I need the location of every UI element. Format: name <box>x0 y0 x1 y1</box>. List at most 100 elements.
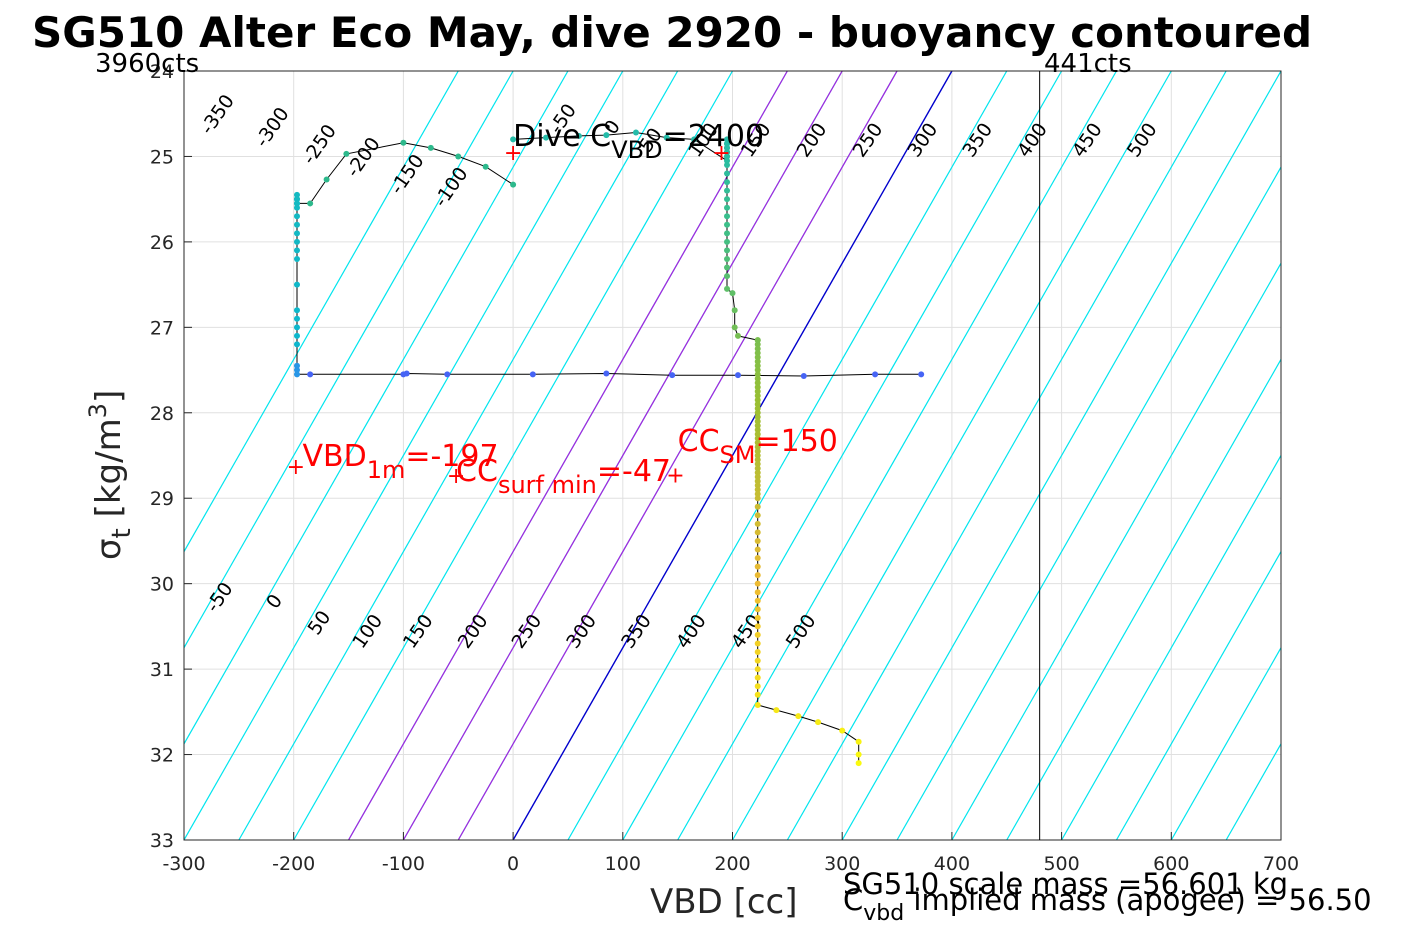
annotation-red: VBD1m=-197 <box>302 439 498 484</box>
contour-line-zero <box>512 71 953 840</box>
climb-series-point <box>754 572 761 579</box>
footer-scale-mass: SG510 scale mass =56.601 kg <box>843 867 1288 901</box>
climb-series-point <box>754 640 761 647</box>
annotation-red-main: CC <box>456 454 498 489</box>
climb-series-point <box>543 134 550 141</box>
plus-marker: + <box>447 464 465 489</box>
x-tick-label: -100 <box>382 853 425 875</box>
counts-left-label: 3960cts <box>95 49 199 79</box>
dive-series-point <box>293 238 300 245</box>
climb-series-point <box>754 691 761 698</box>
contour-line-cyan <box>786 71 1227 840</box>
climb-series-point <box>754 614 761 621</box>
annotation-red: CCsurf min=-47 <box>456 454 671 499</box>
y-tick-label: 27 <box>150 317 174 339</box>
dive-series-point <box>444 371 451 378</box>
climb-series-point <box>754 469 761 476</box>
climb-series-point <box>731 307 738 314</box>
climb-series-point <box>754 401 761 408</box>
climb-series-point <box>754 512 761 519</box>
contour-line-cyan <box>951 262 1281 840</box>
axes: -300 -200 -100 0 100 200 300 400 500 600 700 24 25 26… <box>150 61 1299 875</box>
climb-series-point <box>754 461 761 468</box>
annotation-dive-cvbd-value: =2400 <box>663 119 764 154</box>
annotation-red-value: =150 <box>756 424 838 459</box>
climb-series-point <box>754 426 761 433</box>
footer-implied-mass-sub: vbd <box>863 901 904 926</box>
dive-series-line <box>296 142 922 377</box>
footer-implied-mass-rest: implied mass (apogee) = 56.50 <box>904 883 1371 917</box>
dive-series-point <box>293 213 300 220</box>
climb-series-point <box>724 144 731 151</box>
climb-series-point <box>754 546 761 553</box>
climb-series-point <box>754 379 761 386</box>
dive-series-point <box>293 200 300 207</box>
climb-series-point <box>724 255 731 262</box>
climb-series-point <box>754 563 761 570</box>
contour-line-cyan <box>1280 838 1281 840</box>
contour-line-purple <box>402 71 843 840</box>
climb-series-point <box>754 503 761 510</box>
climb-series-point <box>724 157 731 164</box>
dive-series-point <box>872 371 879 378</box>
climb-series-point <box>724 285 731 292</box>
climb-series-point <box>754 345 761 352</box>
dive-series-point <box>293 255 300 262</box>
y-axis-label-main: σ <box>89 538 129 560</box>
dive-series-point <box>427 144 434 151</box>
plus-marker: + <box>287 455 305 480</box>
climb-series-point <box>754 439 761 446</box>
climb-series-point <box>724 213 731 220</box>
climb-series-point <box>663 134 670 141</box>
dive-series-point <box>293 191 300 198</box>
dive-series-point <box>800 373 807 380</box>
climb-series-point <box>754 392 761 399</box>
climb-series-point <box>754 341 761 348</box>
annotation-red-sub: surf min <box>498 471 597 499</box>
dive-series-point <box>669 372 676 379</box>
climb-series-point <box>754 478 761 485</box>
x-tick-label: 300 <box>824 853 860 875</box>
y-tick-label: 25 <box>150 146 174 168</box>
dive-series-point <box>293 281 300 288</box>
climb-series-point <box>754 337 761 344</box>
climb-series-point <box>754 448 761 455</box>
plus-marker: + <box>712 141 730 166</box>
climb-series-point <box>754 384 761 391</box>
climb-series-point <box>754 701 761 708</box>
dive-series-point <box>400 139 407 146</box>
annotation-red-sub: SM <box>720 441 756 469</box>
y-tick-label: 24 <box>150 61 174 83</box>
climb-series-point <box>510 136 517 143</box>
climb-series-point <box>734 332 741 339</box>
climb-series-point <box>724 170 731 177</box>
climb-series-point <box>754 414 761 421</box>
contour-line-cyan <box>238 71 679 840</box>
climb-series-point <box>754 623 761 630</box>
dive-series-point <box>293 371 300 378</box>
climb-series-point <box>855 751 862 758</box>
climb-series-point <box>691 136 698 143</box>
climb-series-point <box>754 354 761 361</box>
climb-series-point <box>724 230 731 237</box>
contour-line-cyan <box>1391 71 1417 840</box>
y-tick-label: 33 <box>150 830 174 852</box>
annotation-red-value: =-47 <box>597 454 671 489</box>
climb-series-point <box>754 435 761 442</box>
climb-series-point <box>724 264 731 271</box>
climb-series-point <box>754 529 761 536</box>
climb-series-point <box>724 153 731 160</box>
dive-series-point <box>455 153 462 160</box>
contour-line-cyan <box>293 71 734 840</box>
annotation-red-main: CC <box>678 424 720 459</box>
climb-series-point <box>724 221 731 228</box>
climb-series-point <box>754 683 761 690</box>
x-tick-label: 500 <box>1043 853 1079 875</box>
contour-line-cyan <box>841 71 1281 840</box>
climb-series-point <box>754 456 761 463</box>
plus-marker: + <box>504 141 522 166</box>
climb-series-point <box>795 713 802 720</box>
dive-series-point <box>603 370 610 377</box>
climb-series-point <box>754 674 761 681</box>
